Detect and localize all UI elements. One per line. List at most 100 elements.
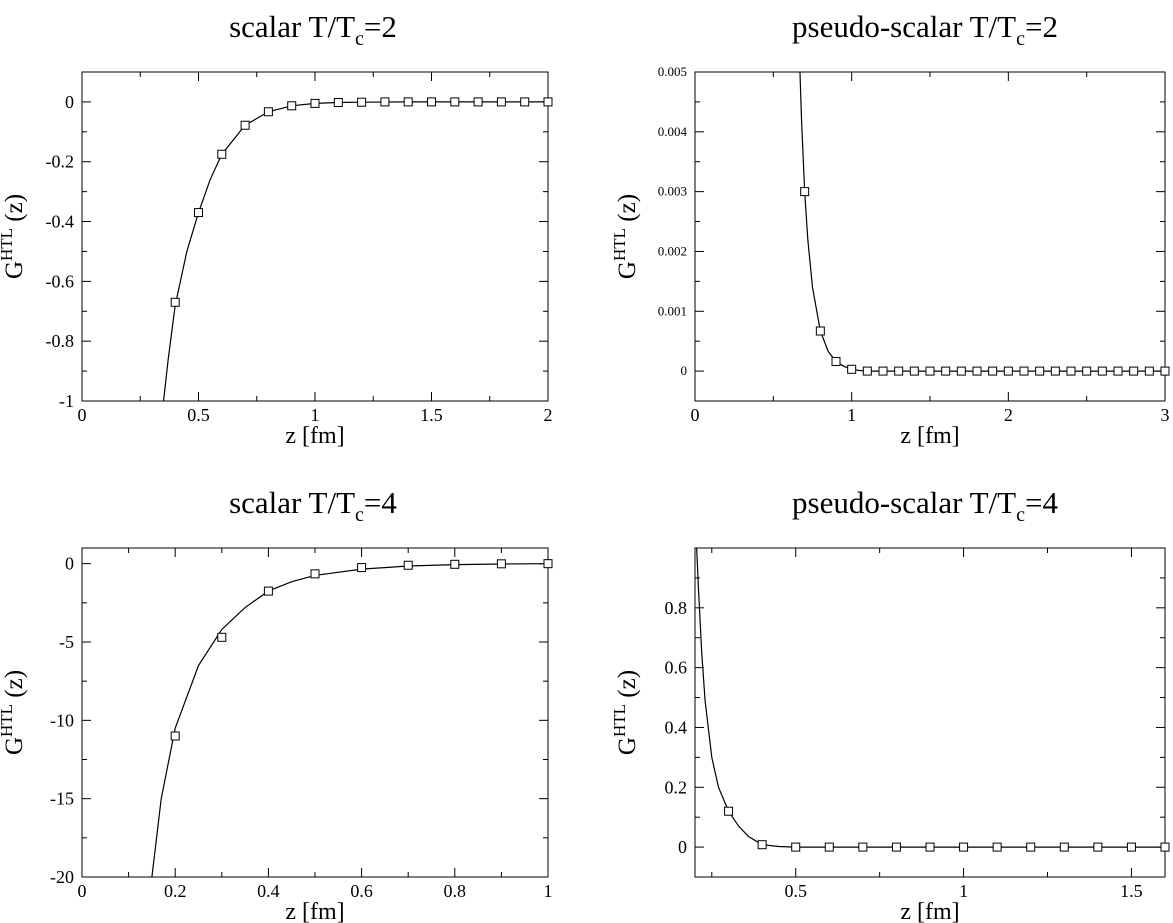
x-tick-label: 3: [1161, 405, 1170, 425]
data-point-marker: [1113, 366, 1123, 376]
y-tick-label: 0: [678, 837, 687, 857]
data-point-marker: [450, 97, 460, 107]
data-point-marker: [217, 632, 227, 642]
y-axis-label: GHTL (z): [0, 194, 28, 279]
x-tick-label: 1: [311, 405, 320, 425]
data-point-marker: [520, 97, 530, 107]
data-point-marker: [450, 559, 460, 569]
data-point-marker: [1129, 366, 1139, 376]
x-tick-label: 2: [544, 405, 553, 425]
y-axis-label: GHTL (z): [0, 670, 28, 755]
y-tick-label: -15: [50, 789, 74, 809]
data-point-marker: [1144, 366, 1154, 376]
y-tick-label: 0: [65, 92, 74, 112]
data-point-marker: [240, 120, 250, 130]
data-point-marker: [862, 366, 872, 376]
data-point-marker: [791, 842, 801, 852]
data-point-marker: [1059, 842, 1069, 852]
data-point-marker: [194, 208, 203, 218]
data-point-marker: [380, 97, 390, 107]
x-tick-label: 0.4: [257, 881, 280, 901]
data-point-marker: [357, 563, 367, 573]
y-tick-label: -20: [50, 867, 74, 887]
x-tick-label: 1: [959, 881, 968, 901]
chart-scalar-T4: scalar T/Tc=4 0 0.2 0.4 0.6 0.8 1 -20 -15 -10 -5 0 z…: [0, 485, 553, 923]
data-point-marker: [263, 107, 273, 117]
y-tick-label: -0.2: [46, 152, 75, 172]
data-point-marker: [543, 559, 553, 569]
x-tick-label: 1: [847, 405, 856, 425]
data-point-marker: [988, 366, 998, 376]
data-point-marker: [925, 366, 935, 376]
data-point-marker: [847, 364, 857, 374]
data-point-marker: [831, 357, 841, 367]
data-point-marker: [1019, 366, 1029, 376]
series-curve: [162, 101, 548, 401]
x-tick-label: 0.2: [164, 881, 187, 901]
data-point-marker: [858, 842, 868, 852]
y-tick-label: 0.001: [658, 303, 687, 318]
data-point-marker: [1003, 366, 1013, 376]
data-point-marker: [170, 731, 180, 741]
data-point-marker: [543, 97, 553, 107]
x-tick-label: 0.8: [444, 881, 467, 901]
y-tick-label: -0.6: [46, 271, 75, 291]
y-tick-label: -0.8: [46, 331, 75, 351]
plot-frame: [81, 547, 549, 878]
data-point-marker: [894, 366, 904, 376]
y-tick-label: -0.4: [46, 212, 75, 232]
y-tick-label: -10: [50, 710, 74, 730]
chart-title: pseudo-scalar T/Tc=2: [792, 9, 1058, 50]
data-point-marker: [824, 842, 834, 852]
data-point-marker: [992, 842, 1002, 852]
data-point-marker: [1126, 842, 1136, 852]
y-tick-label: -5: [59, 632, 74, 652]
x-tick-label: 2: [1004, 405, 1013, 425]
data-point-marker: [1066, 366, 1076, 376]
plot-frame: [694, 71, 1166, 402]
x-tick-label: 0: [78, 405, 87, 425]
series-curve: [151, 563, 548, 877]
data-point-marker: [496, 97, 506, 107]
data-point-marker: [310, 98, 320, 108]
data-point-marker: [891, 842, 901, 852]
y-tick-label: 0.4: [665, 717, 688, 737]
data-point-marker: [1035, 366, 1045, 376]
x-axis-label: z [fm]: [900, 423, 959, 449]
data-point-marker: [800, 187, 810, 197]
data-point-marker: [1097, 366, 1107, 376]
data-point-marker: [496, 559, 506, 569]
y-tick-label: 0.005: [658, 64, 687, 79]
data-point-marker: [925, 842, 935, 852]
data-point-marker: [263, 586, 273, 596]
y-tick-label: -1: [59, 391, 74, 411]
x-axis-label: z [fm]: [285, 423, 344, 449]
y-tick-label: 0.004: [658, 124, 688, 139]
data-point-marker: [1026, 842, 1036, 852]
series-curve: [799, 72, 1165, 372]
y-tick-label: 0.002: [658, 243, 687, 258]
data-point-marker: [170, 297, 180, 307]
data-point-marker: [217, 149, 227, 159]
data-point-marker: [724, 806, 734, 816]
x-tick-label: 0.5: [784, 881, 807, 901]
x-axis-label: z [fm]: [900, 899, 959, 923]
data-point-marker: [403, 97, 413, 107]
x-tick-label: 0.6: [350, 881, 373, 901]
chart-title: scalar T/Tc=4: [229, 485, 397, 526]
y-tick-label: 0.003: [658, 184, 687, 199]
x-axis-label: z [fm]: [285, 899, 344, 923]
data-point-marker: [878, 366, 888, 376]
data-point-marker: [959, 842, 969, 852]
data-point-marker: [427, 97, 436, 107]
data-point-marker: [956, 366, 966, 376]
data-point-marker: [403, 560, 413, 570]
plot-frame: [694, 547, 1166, 878]
y-tick-label: 0.6: [665, 658, 688, 678]
data-point-marker: [310, 569, 320, 579]
y-tick-label: 0.2: [665, 777, 688, 797]
data-point-marker: [941, 366, 951, 376]
y-tick-label: 0: [681, 363, 688, 378]
chart-pseudo-scalar-T2: pseudo-scalar T/Tc=2 0 1 2 3 0 0.001 0.002 0.003…: [610, 9, 1170, 449]
